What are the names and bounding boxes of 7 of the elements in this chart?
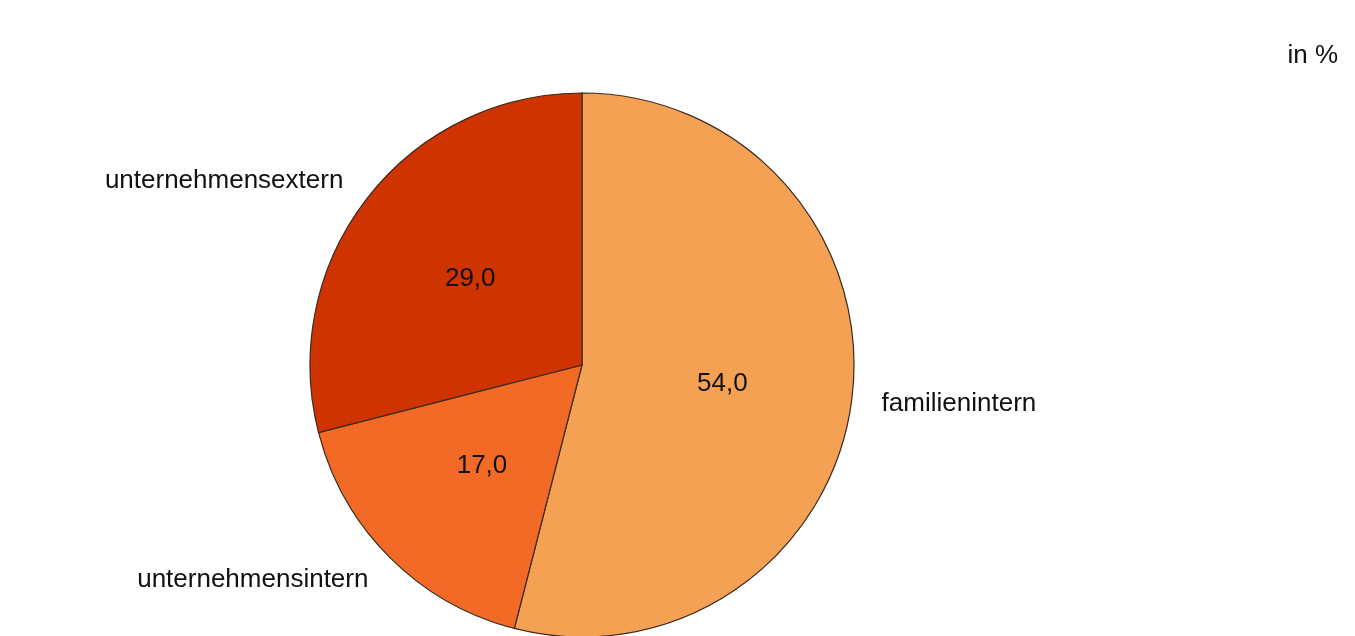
data-label: 17,0 bbox=[456, 449, 508, 480]
data-label: 54,0 bbox=[697, 366, 748, 397]
slice-label: unternehmensextern bbox=[104, 163, 344, 194]
data-label: 29,0 bbox=[444, 262, 496, 293]
text: in % bbox=[1287, 39, 1338, 69]
slice-label: unternehmensintern bbox=[137, 562, 369, 593]
slice-label: familienintern bbox=[881, 386, 1037, 417]
